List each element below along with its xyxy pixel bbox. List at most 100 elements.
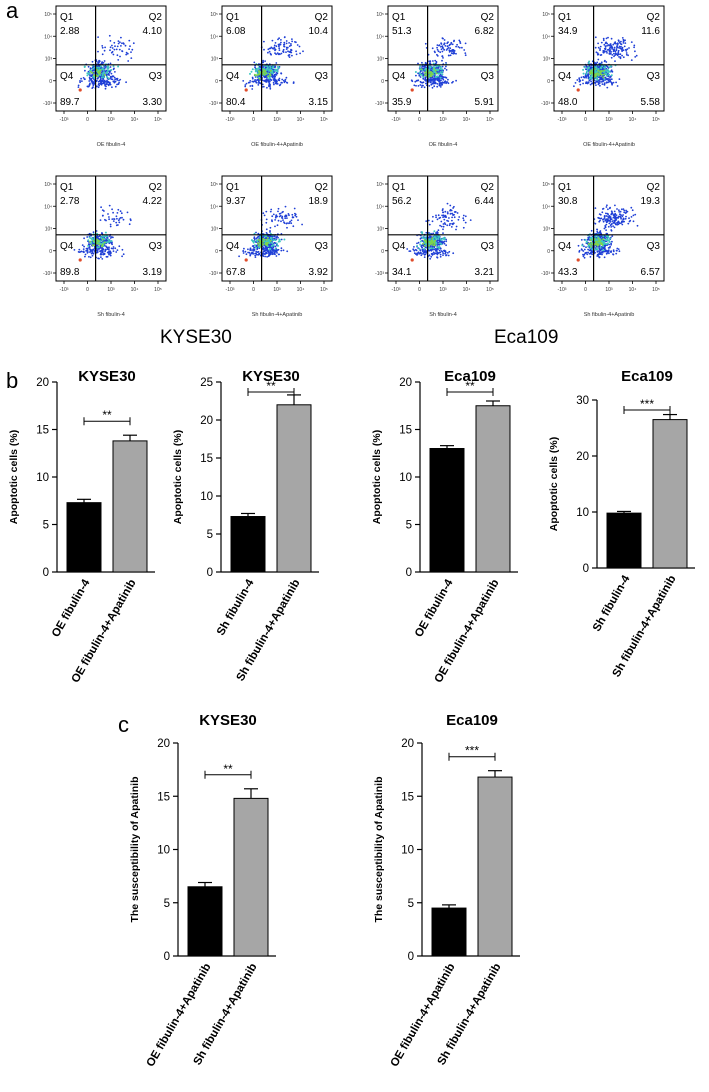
x-tick-label: 10³ [605, 287, 613, 293]
x-tick-label: 10⁴ [629, 117, 637, 123]
y-tick-label: 10³ [211, 57, 219, 63]
quadrant-value-q4: 67.8 [226, 267, 246, 278]
y-tick-label: 10³ [45, 57, 53, 63]
significance-mark: *** [465, 744, 479, 758]
y-tick-label: 15 [157, 791, 170, 803]
x-tick-label: 10⁴ [629, 287, 637, 293]
y-tick-label: 10⁵ [210, 12, 218, 18]
x-tick-label: 0 [584, 287, 587, 293]
y-tick-label: -10³ [541, 271, 550, 277]
x-tick-label: -10³ [558, 117, 567, 123]
y-tick-label: 0 [164, 951, 170, 963]
quadrant-name-q4: Q4 [558, 71, 572, 82]
y-tick-label: -10³ [209, 271, 218, 277]
group-label-eca109: Eca109 [494, 327, 559, 348]
y-tick-label: 20 [157, 738, 170, 750]
panel-label-c: c [118, 712, 129, 737]
y-tick-label: -10³ [375, 271, 384, 277]
x-tick-label: 0 [584, 117, 587, 123]
bar-1 [187, 886, 223, 957]
y-tick-label: 0 [43, 567, 49, 579]
y-axis-label: The susceptibility of Apatinib [373, 776, 385, 922]
panel-label-b: b [6, 368, 19, 393]
y-tick-label: 0 [215, 79, 218, 85]
quadrant-name-q2: Q2 [149, 12, 163, 23]
y-tick-label: 20 [36, 377, 49, 389]
quadrant-value-q3: 5.58 [641, 97, 661, 108]
quadrant-value-q1: 34.9 [558, 26, 578, 37]
quadrant-value-q1: 2.78 [60, 196, 80, 207]
quadrant-name-q4: Q4 [392, 71, 406, 82]
flow-plot-2: Q1 Q2 Q4 Q3 6.08 10.4 80.4 3.15 -10³ 0 10³ 10⁴ 10⁵ 10… [209, 5, 333, 148]
bar-chart-6: Eca109 0 5 10 15 20 The susceptibility of Apat… [373, 712, 520, 1069]
bar-1 [66, 502, 102, 573]
x-tick-label: 10⁴ [297, 287, 305, 293]
flow-plot-3: Q1 Q2 Q4 Q3 51.3 6.82 35.9 5.91 -10³ 0 10³ 10⁴ 10⁵ 10… [375, 5, 499, 148]
y-tick-label: 20 [576, 451, 589, 463]
y-tick-label: 10⁴ [376, 34, 384, 40]
panel-label-a: a [6, 0, 19, 23]
group-label-kyse30: KYSE30 [160, 327, 232, 348]
y-tick-label: 10⁵ [376, 182, 384, 188]
quadrant-value-q3: 3.21 [475, 267, 495, 278]
x-tick-label: 0 [86, 117, 89, 123]
x-tick-label: 10⁵ [652, 287, 660, 293]
quadrant-name-q3: Q3 [647, 241, 661, 252]
y-axis-label: Apoptotic cells (%) [172, 430, 184, 525]
y-tick-label: 10⁵ [44, 182, 52, 188]
x-tick-label: -10³ [226, 117, 235, 123]
y-tick-label: 0 [583, 563, 589, 575]
x-tick-label: -10³ [60, 117, 69, 123]
quadrant-name-q2: Q2 [647, 12, 661, 23]
category-label: OE fibulin-4 [413, 577, 456, 639]
quadrant-value-q2: 4.10 [143, 26, 163, 37]
y-tick-label: 0 [381, 249, 384, 255]
x-tick-label: 10⁵ [154, 117, 162, 123]
quadrant-name-q2: Q2 [315, 12, 329, 23]
y-tick-label: 10⁴ [210, 34, 218, 40]
flow-dots [238, 205, 303, 262]
quadrant-name-q2: Q2 [481, 182, 495, 193]
flow-dots [576, 204, 639, 262]
y-axis-label: Apoptotic cells (%) [371, 430, 383, 525]
quadrant-value-q4: 35.9 [392, 97, 412, 108]
y-tick-label: 15 [399, 425, 412, 437]
quadrant-value-q4: 80.4 [226, 97, 246, 108]
bar-1 [431, 907, 467, 957]
x-tick-label: 10⁵ [486, 287, 494, 293]
y-tick-label: 10³ [543, 57, 551, 63]
y-tick-label: 20 [200, 415, 213, 427]
y-tick-label: 5 [406, 520, 412, 532]
quadrant-name-q2: Q2 [481, 12, 495, 23]
quadrant-value-q2: 6.82 [475, 26, 495, 37]
quadrant-name-q4: Q4 [226, 71, 240, 82]
flow-plot-5: Q1 Q2 Q4 Q3 2.78 4.22 89.8 3.19 -10³ 0 10³ 10⁴ 10⁵ 10… [43, 175, 167, 318]
quadrant-value-q2: 4.22 [143, 196, 163, 207]
quadrant-name-q3: Q3 [647, 71, 661, 82]
y-tick-label: 20 [401, 738, 414, 750]
bar-2 [475, 405, 511, 573]
quadrant-name-q3: Q3 [315, 71, 329, 82]
bar-2 [233, 797, 269, 957]
quadrant-value-q2: 19.3 [641, 196, 661, 207]
significance-mark: *** [640, 397, 654, 411]
quadrant-name-q2: Q2 [647, 182, 661, 193]
chart-title: KYSE30 [242, 368, 300, 385]
y-tick-label: 5 [164, 898, 170, 910]
y-tick-label: 10⁵ [542, 12, 550, 18]
y-tick-label: -10³ [375, 101, 384, 107]
x-tick-label: -10³ [226, 287, 235, 293]
chart-title: Eca109 [621, 368, 673, 385]
y-tick-label: 15 [200, 453, 213, 465]
flow-dots [73, 204, 132, 262]
significance-mark: ** [223, 762, 233, 776]
flow-plot-caption: OE fibulin-4+Apatinib [583, 142, 635, 148]
bar-charts-panel: KYSE30 0 5 10 15 20 Apoptotic cells (%) OE fibu… [8, 368, 695, 1069]
x-tick-label: 10⁵ [154, 287, 162, 293]
quadrant-value-q2: 11.6 [641, 26, 660, 37]
y-tick-label: 0 [381, 79, 384, 85]
y-axis-label: Apoptotic cells (%) [8, 430, 20, 525]
quadrant-name-q4: Q4 [392, 241, 406, 252]
y-tick-label: 10⁴ [542, 204, 550, 210]
bar-chart-1: KYSE30 0 5 10 15 20 Apoptotic cells (%) OE fibu… [8, 368, 155, 685]
